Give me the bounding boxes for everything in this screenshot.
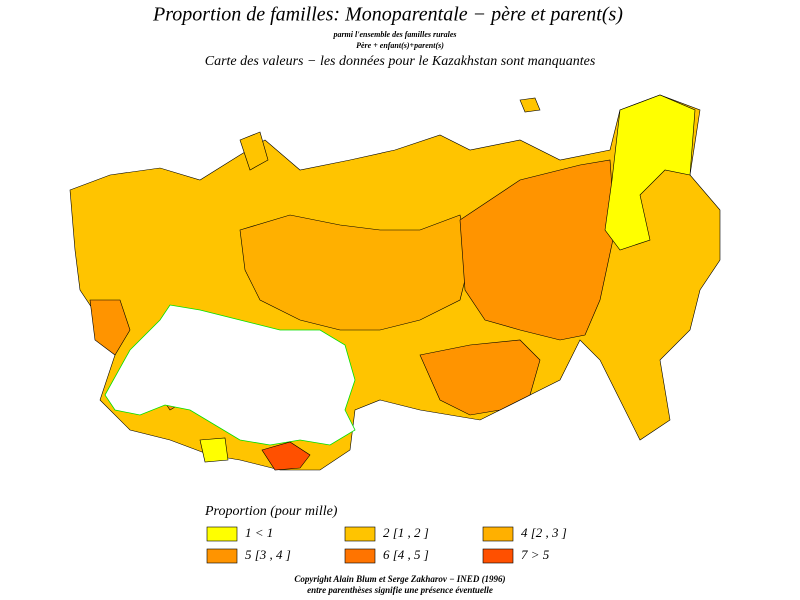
legend-title: Proportion (pour mille) (204, 504, 338, 519)
region (419, 339, 541, 416)
island (519, 97, 541, 113)
legend-label: 5 [3 , 4 ] (245, 547, 291, 562)
legend-label: 2 [1 , 2 ] (383, 525, 429, 540)
legend-label: 7 > 5 (521, 547, 550, 562)
legend-swatch (344, 548, 376, 564)
island (239, 131, 269, 171)
map (69, 94, 721, 471)
legend-label: 6 [4 , 5 ] (383, 547, 429, 562)
copyright: Copyright Alain Blum et Serge Zakharov −… (294, 574, 505, 584)
region (89, 299, 131, 356)
region (459, 159, 616, 341)
region (604, 94, 696, 251)
subtitle: parmi l'ensemble des familles rurales (332, 30, 456, 39)
legend-label: 1 < 1 (245, 525, 273, 540)
formula: Père + enfant(s)+parent(s) (356, 41, 444, 50)
region (199, 437, 229, 463)
legend-swatch (206, 526, 238, 542)
legend: 1 < 1 2 [1 , 2 ] 4 [2 , 3 ] 5 [3 , 4 ] 6 [4 … (206, 525, 567, 564)
note: Carte des valeurs − les données pour le … (205, 54, 596, 69)
legend-label: 4 [2 , 3 ] (521, 525, 567, 540)
legend-swatch (206, 548, 238, 564)
legend-swatch (482, 526, 514, 542)
legend-swatch (482, 548, 514, 564)
kazakhstan (104, 304, 356, 446)
legend-swatch (344, 526, 376, 542)
region (239, 214, 471, 331)
title: Proportion de familles: Monoparentale − … (152, 4, 623, 26)
remark: entre parenthèses signifie une présence … (307, 585, 493, 595)
region (261, 441, 311, 471)
